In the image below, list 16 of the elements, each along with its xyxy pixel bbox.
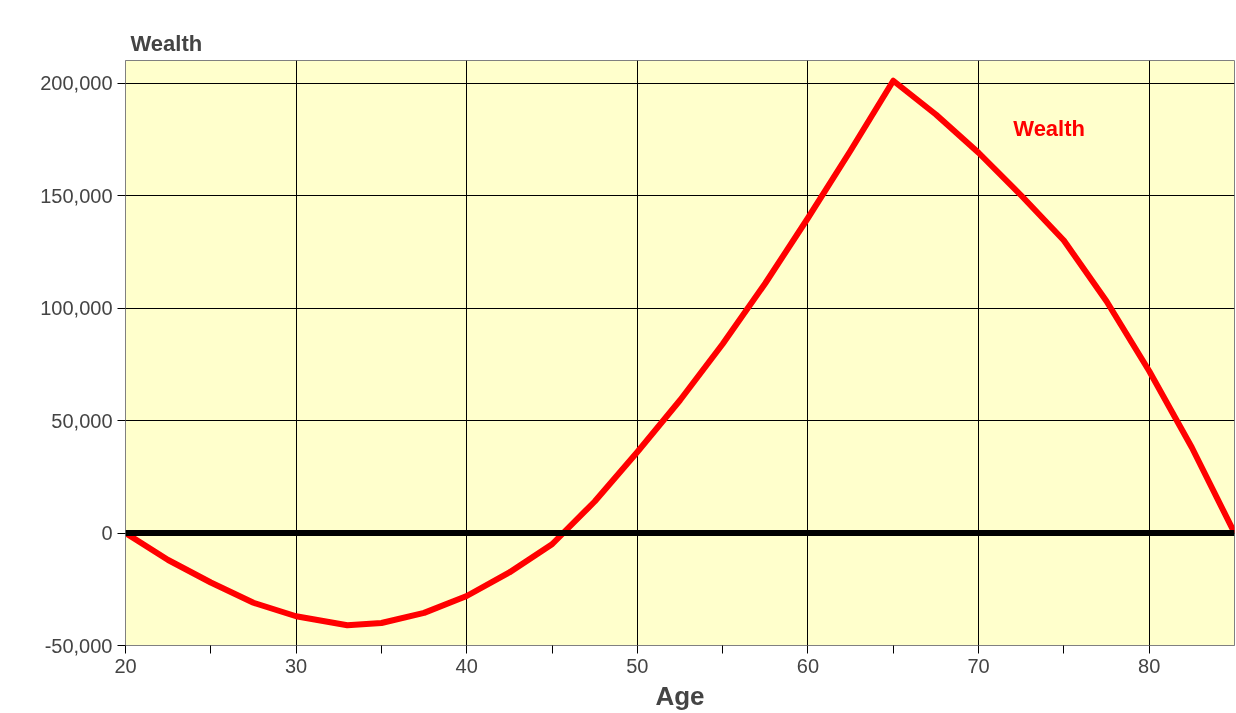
y-tick-label: 100,000 <box>40 297 113 319</box>
y-tick-label: 200,000 <box>40 72 113 94</box>
x-tick-label: 40 <box>455 654 478 677</box>
x-axis-title: Age <box>655 680 705 711</box>
series-label: Wealth <box>1013 115 1085 141</box>
x-tick-label: 80 <box>1138 654 1161 677</box>
x-tick-label: 70 <box>967 654 990 677</box>
chart-title: Wealth <box>130 30 203 56</box>
y-tick-label: 50,000 <box>51 409 113 432</box>
y-tick-label: 0 <box>101 522 113 544</box>
y-tick-label: -50,000 <box>44 634 113 657</box>
x-tick-label: 50 <box>626 654 649 677</box>
x-tick-label: 20 <box>114 654 137 677</box>
x-tick-label: 60 <box>796 654 820 677</box>
y-tick-label: 150,000 <box>40 184 113 207</box>
x-tick-label: 30 <box>284 654 308 677</box>
